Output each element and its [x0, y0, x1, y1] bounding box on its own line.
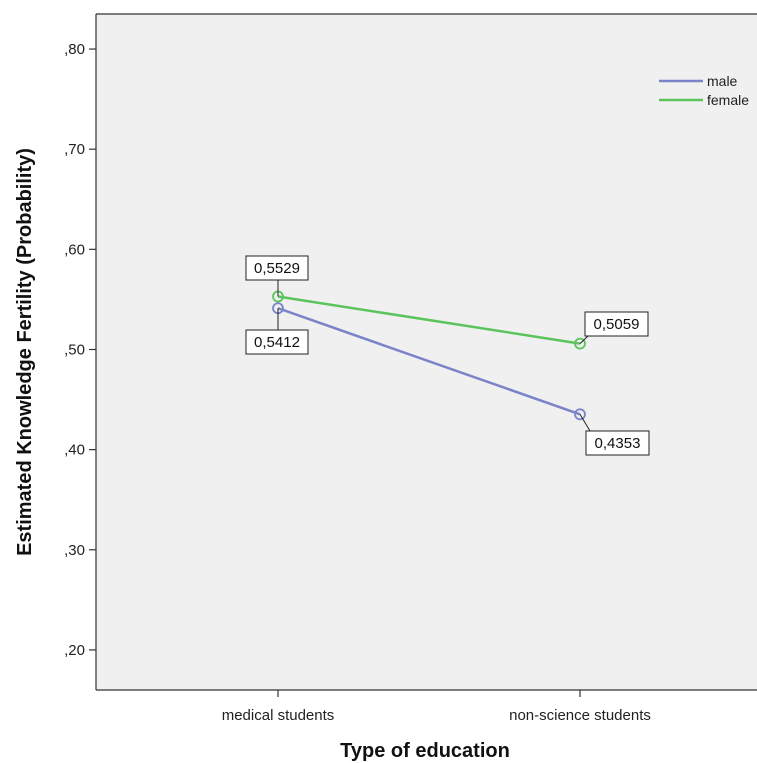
series-line-female [277, 295, 581, 345]
legend-label-female: female [707, 92, 749, 108]
data-point-female [574, 337, 586, 350]
x-axis-title: Type of education [340, 740, 510, 762]
plot-area [96, 14, 757, 690]
data-point-male [574, 408, 586, 421]
data-label-box [585, 430, 650, 456]
y-tick-label: ,40 [64, 442, 85, 459]
y-tick-label: ,80 [64, 41, 85, 58]
x-tick-label: non-science students [509, 707, 651, 724]
legend-label-male: male [707, 73, 738, 89]
y-tick-label: ,50 [64, 341, 85, 358]
data-label-female: 0,5529 [254, 260, 300, 277]
legend: male female [659, 73, 749, 108]
y-tick-label: ,70 [64, 141, 85, 158]
x-tick-label: medical students [222, 707, 335, 724]
data-label-leader [579, 335, 589, 344]
y-tick-label: ,20 [64, 642, 85, 659]
data-label-box [245, 329, 309, 355]
data-label-female: 0,5059 [594, 316, 640, 333]
data-label-male: 0,5412 [254, 334, 300, 351]
data-label-box [584, 311, 649, 337]
y-tick-label: ,30 [64, 542, 85, 559]
data-label-box [245, 255, 309, 281]
y-tick-label: ,60 [64, 241, 85, 258]
data-label-male: 0,4353 [595, 435, 641, 452]
data-labels: 0,5412 0,5529 0,5059 0,4353 [245, 255, 650, 456]
data-label-leader [579, 414, 591, 432]
y-axis-title: Estimated Knowledge Fertility (Probabili… [14, 148, 36, 556]
series-line-male [277, 307, 581, 416]
y-axis-ticks: ,80 ,70 ,60 ,50 ,40 ,30 ,20 [64, 41, 96, 659]
x-axis-ticks: medical students non-science students [222, 690, 651, 724]
